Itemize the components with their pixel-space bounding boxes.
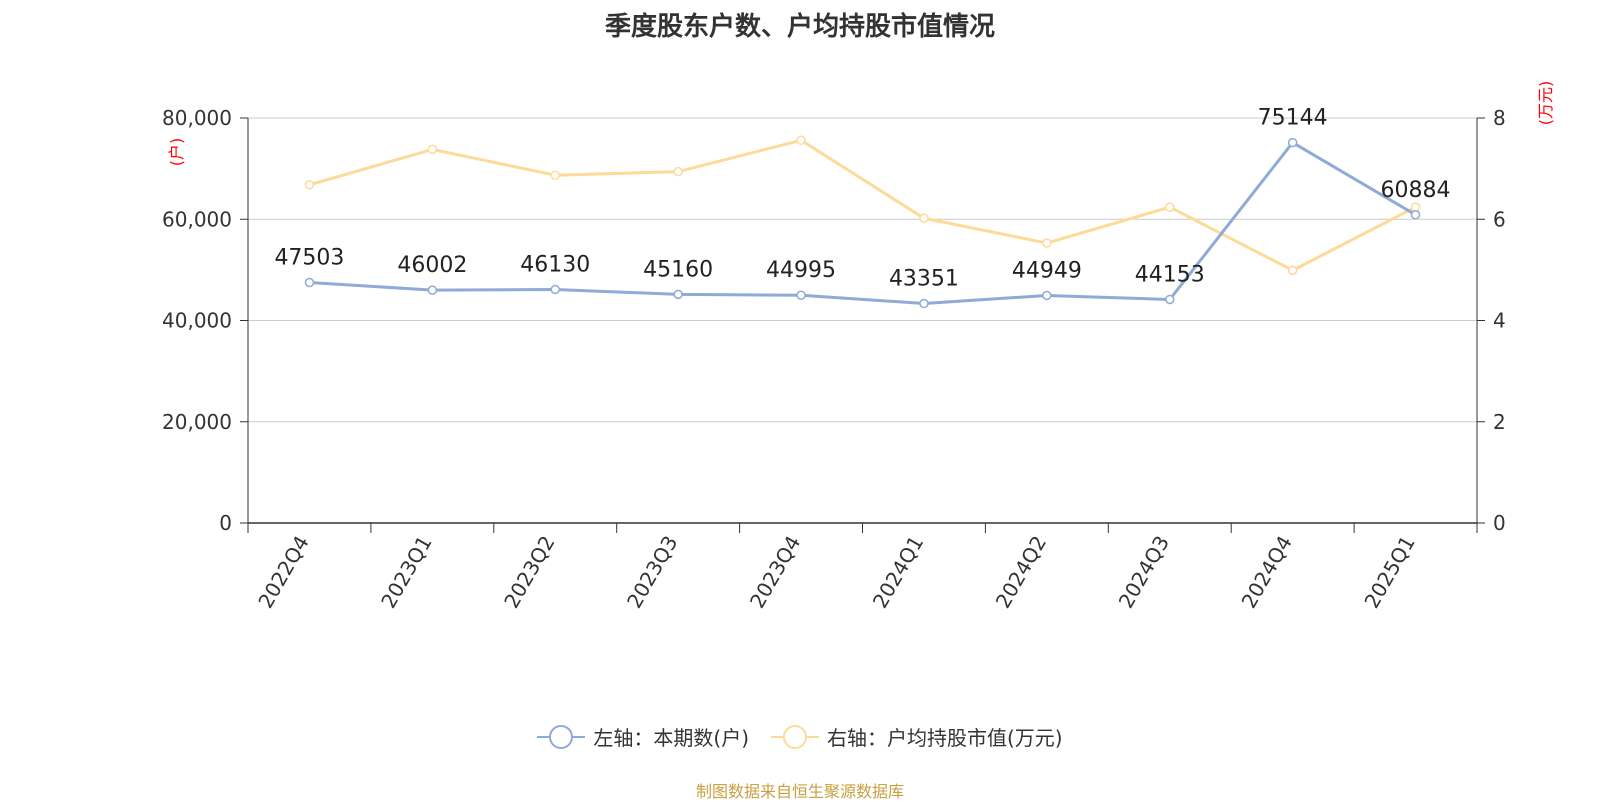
data-label-left: 47503 [274, 246, 344, 271]
legend-label-right: 右轴：户均持股市值(万元) [827, 726, 1063, 750]
series-point-left [550, 284, 560, 295]
data-label-left: 45160 [643, 257, 713, 282]
chart-title: 季度股东户数、户均持股市值情况 [604, 12, 995, 42]
series-point-right [304, 180, 315, 190]
data-label-left: 43351 [889, 267, 959, 292]
legend-label-left: 左轴：本期数(户) [593, 726, 749, 750]
x-axis-tick-label: 2024Q4 [1237, 532, 1297, 613]
left-axis-tick-label: 80,000 [162, 106, 232, 130]
series-point-right [1042, 238, 1052, 248]
x-axis-tick-label: 2022Q4 [253, 532, 313, 613]
left-axis-tick-label: 40,000 [162, 309, 232, 333]
series-point-right [796, 135, 806, 146]
series-point-left [427, 285, 438, 295]
legend-item-right-series[interactable]: 右轴：户均持股市值(万元) [771, 722, 1063, 751]
series-point-left [1165, 294, 1175, 305]
x-axis-tick-label: 2024Q2 [991, 532, 1051, 613]
right-axis-tick-label: 4 [1493, 309, 1506, 333]
data-label-left: 44949 [1012, 258, 1082, 283]
series-point-left [1042, 290, 1052, 301]
data-label-left: 44153 [1135, 262, 1205, 287]
series-point-right [1165, 202, 1175, 212]
x-axis-tick-label: 2024Q3 [1114, 532, 1174, 613]
x-axis-tick-label: 2024Q1 [868, 532, 928, 613]
series-point-right [1287, 265, 1298, 276]
series-point-right [427, 144, 438, 155]
left-axis-unit-label: (户) [167, 138, 186, 167]
series-point-left [673, 289, 683, 300]
series-point-left [796, 290, 806, 300]
legend-item-left-series[interactable]: 左轴：本期数(户) [537, 722, 749, 751]
left-axis-tick-label: 60,000 [162, 207, 232, 231]
series-line-left [309, 141, 1417, 306]
series-point-left [1410, 210, 1421, 220]
series-point-right [1410, 202, 1421, 212]
x-axis-tick-label: 2023Q4 [745, 532, 805, 613]
data-label-left: 46130 [520, 252, 590, 277]
legend: 左轴：本期数(户) 右轴：户均持股市值(万元) [0, 722, 1600, 751]
data-label-left: 44995 [766, 258, 836, 283]
series-point-right [919, 213, 929, 223]
source-note: 制图数据来自恒生聚源数据库 [695, 782, 904, 801]
right-axis-tick-label: 8 [1493, 106, 1506, 130]
right-axis-tick-label: 6 [1493, 207, 1506, 231]
left-axis-tick-label: 0 [219, 511, 232, 535]
series-point-right [673, 166, 683, 177]
x-axis-tick-label: 2023Q1 [376, 532, 436, 613]
x-axis-tick-label: 2025Q1 [1359, 532, 1419, 613]
legend-swatch-right-icon [771, 724, 819, 749]
series-point-right [550, 170, 560, 180]
legend-swatch-left-icon [537, 724, 586, 749]
right-axis-unit-label: (万元) [1536, 81, 1555, 126]
series-point-left [1287, 137, 1298, 148]
data-label-left: 46002 [397, 253, 467, 278]
right-axis-tick-label: 0 [1493, 511, 1506, 535]
series-line-right [309, 138, 1417, 272]
x-axis-tick-label: 2023Q2 [499, 532, 559, 613]
x-axis-tick-label: 2023Q3 [622, 532, 682, 613]
right-axis-tick-label: 2 [1493, 410, 1506, 434]
series-point-left [919, 298, 929, 309]
data-label-left: 60884 [1381, 178, 1451, 203]
data-label-left: 75144 [1258, 106, 1328, 131]
left-axis-tick-label: 20,000 [162, 410, 232, 434]
series-point-left [304, 277, 315, 288]
